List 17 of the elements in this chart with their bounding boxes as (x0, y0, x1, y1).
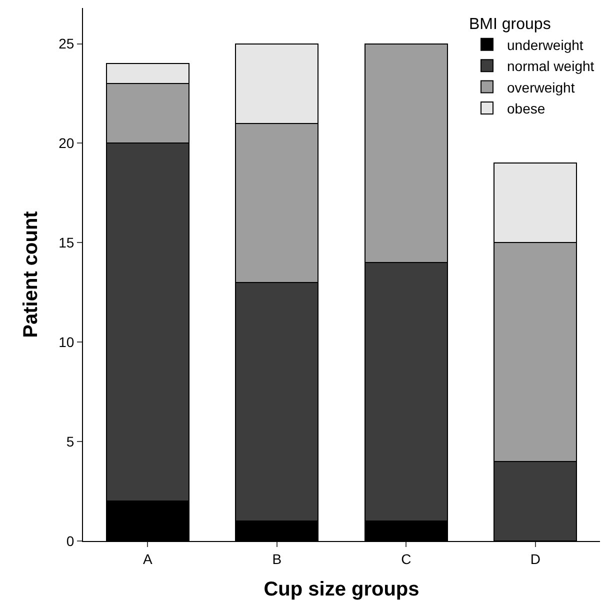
y-tick-label: 10 (58, 334, 74, 350)
y-tick-label: 15 (58, 234, 74, 251)
y-tick-label: 20 (58, 135, 74, 152)
x-axis-title: Cup size groups (264, 578, 420, 600)
legend-label: underweight (507, 36, 584, 53)
y-tick-label: 5 (66, 433, 74, 450)
legend-label: overweight (507, 79, 575, 96)
legend-label: normal weight (507, 58, 594, 74)
y-tick-label: 0 (66, 532, 74, 549)
legend-label: obese (507, 100, 546, 116)
x-tick-label: B (272, 550, 282, 567)
y-tick-label: 25 (58, 36, 74, 52)
y-axis-title: Patient count (20, 210, 42, 338)
legend-title: BMI groups (469, 16, 551, 33)
x-tick-label: D (530, 550, 540, 567)
x-tick-label: C (401, 550, 412, 567)
x-tick-label: A (142, 550, 153, 567)
